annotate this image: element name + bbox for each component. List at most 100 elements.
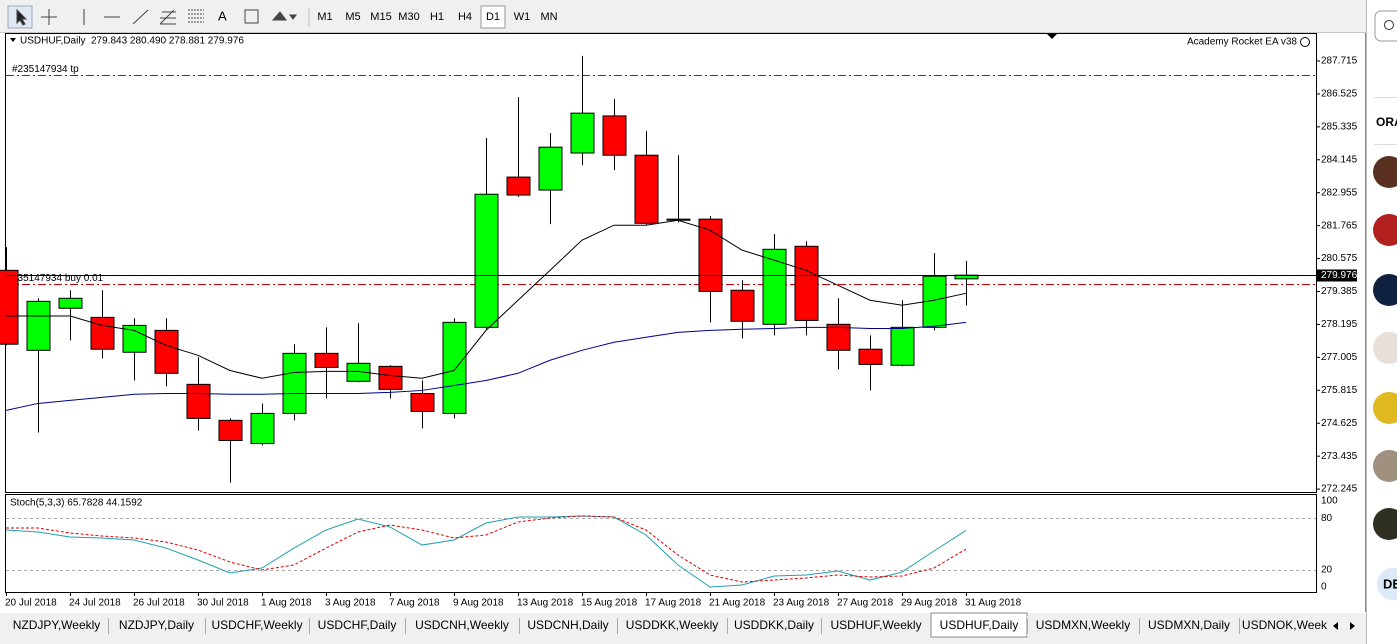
timeframe-active [480, 5, 506, 29]
fibo-icon[interactable] [188, 9, 204, 23]
tab[interactable] [5, 616, 108, 636]
candle-body-up [474, 193, 499, 328]
tab-scroll[interactable] [1333, 622, 1355, 630]
candle-body-up [442, 321, 467, 414]
tab[interactable] [1027, 616, 1139, 636]
candle-body-up [346, 362, 371, 382]
y-tick-label: 282.955 [1321, 187, 1358, 198]
trendline-icon[interactable] [132, 9, 149, 25]
avatar[interactable] [1373, 508, 1397, 540]
order-label: #235147934 tp [12, 64, 79, 75]
candle-body-up [26, 300, 51, 351]
channel-icon[interactable] [159, 9, 176, 25]
timeframe-button[interactable]: M30 [398, 11, 419, 23]
candle-body-up [122, 324, 147, 353]
y-tick-label: 277.005 [1321, 352, 1358, 363]
candle-body-up [570, 112, 595, 154]
tab[interactable] [205, 616, 309, 636]
tab-label: USDNOK,Week [1242, 618, 1328, 632]
y-tick-label: 284.145 [1321, 154, 1358, 165]
badge[interactable] [1377, 568, 1397, 600]
avatar[interactable] [1373, 332, 1397, 364]
timeframe-button[interactable]: M5 [345, 11, 360, 23]
tab[interactable] [108, 616, 205, 636]
tab[interactable] [727, 616, 821, 636]
tab[interactable] [821, 616, 931, 636]
candle-body-up [282, 352, 307, 414]
candle-body-down [410, 392, 435, 412]
candle-body-down [634, 154, 659, 224]
y-tick-label: 0 [1321, 582, 1327, 593]
y-tick-label: 80 [1321, 513, 1333, 524]
tab[interactable] [519, 616, 617, 636]
crosshair-icon[interactable] [41, 9, 57, 25]
x-tick-label: 23 Aug 2018 [773, 598, 830, 609]
candle-body-up [538, 146, 563, 191]
side-heading: ORA [1376, 115, 1397, 129]
label-icon[interactable] [244, 9, 259, 24]
avatar[interactable] [1373, 274, 1397, 306]
timeframe-button[interactable]: MN [540, 11, 557, 23]
timeframe-button[interactable]: H4 [458, 11, 472, 23]
tab-label: USDHUF,Daily [940, 618, 1019, 632]
symbol-label: USDHUF,Daily [20, 36, 86, 47]
candle-body-up [762, 248, 787, 325]
tab-label: USDMXN,Weekly [1036, 618, 1130, 632]
tab[interactable] [405, 616, 519, 636]
tab-active[interactable] [930, 612, 1028, 638]
order-label: 235147934 buy 0.01 [12, 273, 104, 284]
ea-label: Academy Rocket EA v38 [1187, 37, 1297, 48]
tab[interactable] [309, 616, 405, 636]
avatar[interactable] [1373, 156, 1397, 188]
x-tick-label: 29 Aug 2018 [901, 598, 958, 609]
avatar[interactable] [1373, 392, 1397, 424]
x-tick-label: 1 Aug 2018 [261, 598, 312, 609]
cursor-icon [16, 8, 28, 26]
avatar[interactable] [1373, 450, 1397, 482]
side-panel [1366, 0, 1397, 644]
timeframe-button[interactable]: D1 [486, 11, 500, 23]
x-tick-label: 7 Aug 2018 [389, 598, 440, 609]
price-tag-label: 279.976 [1321, 270, 1358, 281]
ea-smiley[interactable] [1300, 37, 1310, 47]
tab-label: USDDKK,Weekly [626, 618, 718, 632]
badge-text: DE [1383, 576, 1397, 591]
candle-body-down [218, 419, 243, 442]
x-tick-label: 31 Aug 2018 [965, 598, 1022, 609]
timeframe-button[interactable]: H1 [430, 11, 444, 23]
tab-label: USDCHF,Daily [318, 618, 397, 632]
x-tick-label: 26 Jul 2018 [133, 598, 185, 609]
tab-label: USDDKK,Daily [734, 618, 814, 632]
shift-marker[interactable] [1047, 34, 1057, 39]
menu-triangle[interactable] [10, 38, 16, 42]
y-tick-label: 285.335 [1321, 121, 1358, 132]
candle-body-down [186, 383, 211, 419]
avatars [1373, 156, 1397, 600]
candle-body-up [890, 326, 915, 366]
search-box[interactable] [1374, 10, 1397, 42]
timeframe-button[interactable]: M1 [317, 11, 332, 23]
stoch-line [5, 515, 967, 588]
tab[interactable] [1139, 616, 1239, 636]
tab[interactable] [617, 616, 727, 636]
y-tick-label: 275.815 [1321, 385, 1358, 396]
timeframe-bar: M1 M5 M15 M30 H1 H4 D1 W1 MN [317, 5, 558, 29]
tabs: NZDJPY,Weekly NZDJPY,Daily USDCHF,Weekly US… [5, 612, 1330, 638]
tab-label: NZDJPY,Weekly [13, 618, 101, 632]
timeframe-button[interactable]: M15 [370, 11, 391, 23]
y-tick-label: 273.435 [1321, 451, 1358, 462]
x-tick-label: 20 Jul 2018 [5, 598, 57, 609]
tab[interactable] [1239, 616, 1330, 636]
candle-body-down [506, 176, 531, 196]
x-tick-label: 13 Aug 2018 [517, 598, 574, 609]
y-tick-label: 287.715 [1321, 56, 1358, 67]
tab-label: USDHUF,Weekly [830, 618, 921, 632]
text-icon[interactable]: A [218, 8, 227, 23]
x-tick-label: 24 Jul 2018 [69, 598, 121, 609]
candle-body-down [698, 218, 723, 292]
x-tick-label: 30 Jul 2018 [197, 598, 249, 609]
arrows-icon[interactable] [271, 11, 297, 21]
avatar[interactable] [1373, 214, 1397, 246]
timeframe-button[interactable]: W1 [514, 11, 531, 23]
